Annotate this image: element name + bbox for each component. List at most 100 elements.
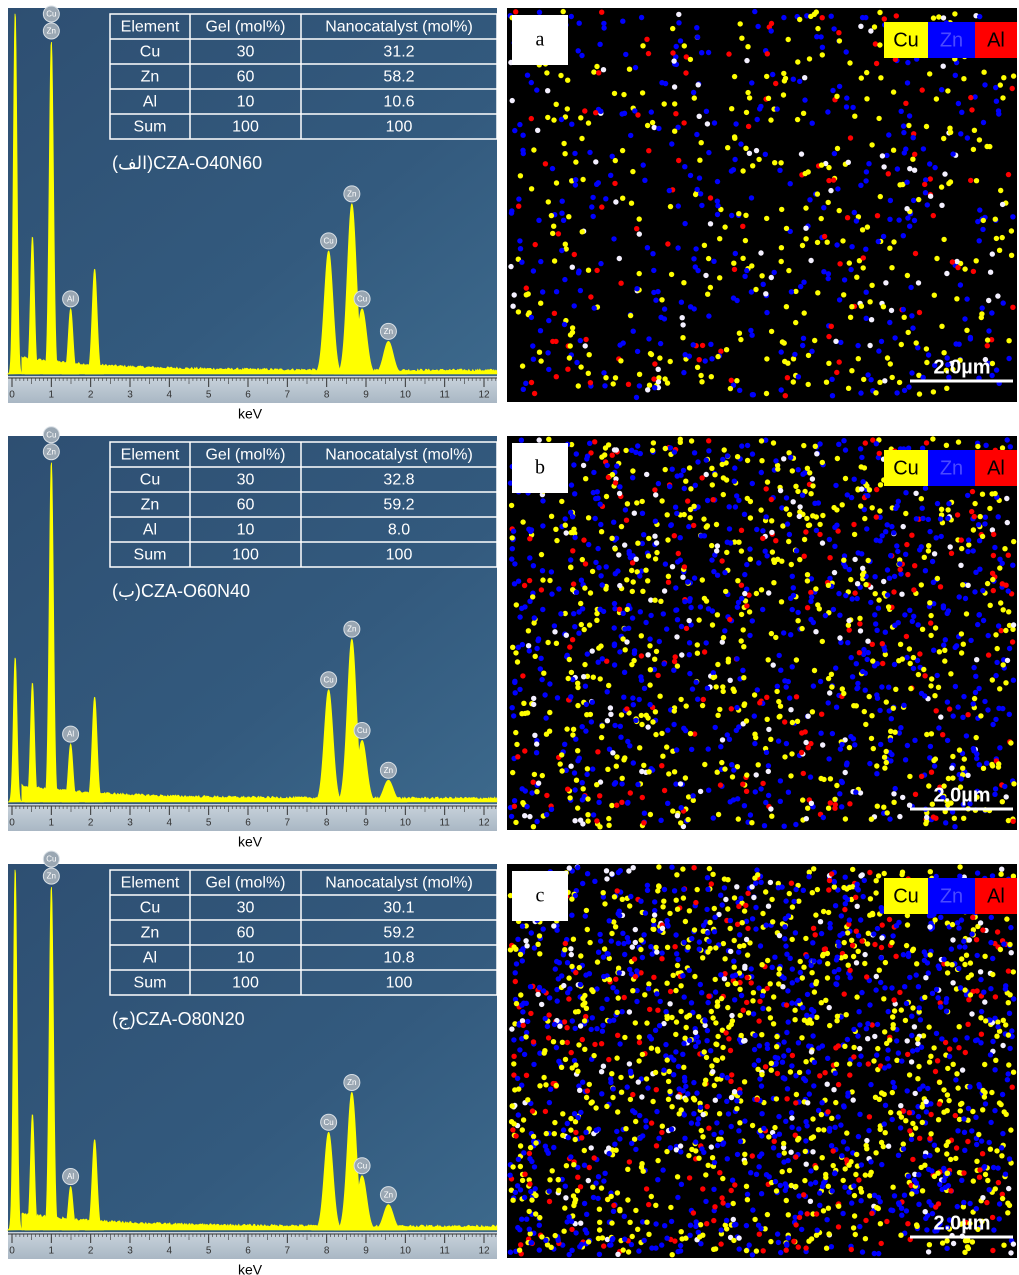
map-dot — [679, 300, 684, 305]
map-dot — [815, 26, 820, 31]
map-dot — [903, 511, 908, 516]
map-dot — [680, 335, 685, 340]
map-dot — [599, 1041, 604, 1046]
map-dot — [637, 573, 642, 578]
map-dot — [801, 443, 806, 448]
map-dot — [752, 732, 757, 737]
map-dot — [993, 717, 998, 722]
map-dot — [909, 1137, 914, 1142]
map-dot — [969, 509, 974, 514]
map-dot — [1006, 609, 1011, 614]
map-dot — [887, 217, 892, 222]
map-dot — [737, 331, 742, 336]
map-dot — [867, 1114, 872, 1119]
map-dot — [923, 190, 928, 195]
map-dot — [663, 1042, 668, 1047]
map-dot — [796, 1040, 801, 1045]
map-dot — [841, 558, 846, 563]
map-dot — [882, 1029, 887, 1034]
map-dot — [772, 955, 777, 960]
map-dot — [639, 1094, 644, 1099]
peak-label: Zn — [384, 1190, 393, 1199]
map-dot — [543, 1144, 548, 1149]
map-dot — [579, 622, 584, 627]
map-dot — [772, 270, 777, 275]
map-dot — [510, 546, 515, 551]
map-dot — [575, 681, 580, 686]
map-dot — [733, 1222, 738, 1227]
table-cell: 32.8 — [383, 472, 414, 489]
map-dot — [828, 188, 833, 193]
map-dot — [847, 260, 852, 265]
map-dot — [602, 1171, 607, 1176]
map-dot — [514, 1001, 519, 1006]
map-dot — [517, 238, 522, 243]
map-dot — [738, 141, 743, 146]
map-dot — [674, 872, 679, 877]
map-dot — [591, 214, 596, 219]
map-dot — [664, 981, 669, 986]
map-dot — [563, 1195, 568, 1200]
map-dot — [690, 686, 695, 691]
map-dot — [656, 367, 661, 372]
map-dot — [832, 1170, 837, 1175]
map-dot — [989, 491, 994, 496]
map-dot — [721, 492, 726, 497]
map-dot — [723, 897, 728, 902]
map-dot — [654, 649, 659, 654]
map-dot — [825, 961, 830, 966]
map-dot — [770, 72, 775, 77]
map-dot — [689, 1147, 694, 1152]
map-dot — [829, 672, 834, 677]
map-dot — [759, 962, 764, 967]
map-dot — [955, 1204, 960, 1209]
map-dot — [592, 879, 597, 884]
map-dot — [568, 946, 573, 951]
map-dot — [881, 1144, 886, 1149]
map-dot — [512, 581, 517, 586]
map-dot — [788, 181, 793, 186]
map-dot — [610, 750, 615, 755]
map-dot — [832, 1125, 837, 1130]
map-dot — [907, 113, 912, 118]
map-dot — [880, 533, 885, 538]
map-dot — [941, 1087, 946, 1092]
map-dot — [907, 608, 912, 613]
map-dot — [874, 61, 879, 66]
map-dot — [987, 1187, 992, 1192]
map-dot — [760, 1006, 765, 1011]
map-dot — [632, 511, 637, 516]
map-dot — [796, 899, 801, 904]
map-dot — [520, 363, 525, 368]
map-dot — [912, 1024, 917, 1029]
map-dot — [957, 944, 962, 949]
map-dot — [715, 573, 720, 578]
map-dot — [1004, 916, 1009, 921]
map-dot — [944, 386, 949, 391]
x-axis-label: keV — [238, 1262, 263, 1275]
map-dot — [777, 933, 782, 938]
map-dot — [882, 648, 887, 653]
map-dot — [1001, 1243, 1006, 1248]
table-cell: 10.8 — [383, 950, 414, 967]
map-dot — [586, 268, 591, 273]
map-dot — [865, 372, 870, 377]
map-dot — [800, 1005, 805, 1010]
map-dot — [722, 447, 727, 452]
map-dot — [975, 219, 980, 224]
map-dot — [862, 952, 867, 957]
map-dot — [928, 744, 933, 749]
map-dot — [990, 1248, 995, 1253]
map-dot — [971, 748, 976, 753]
x-tick-label: 6 — [245, 1246, 251, 1257]
map-dot — [826, 756, 831, 761]
map-dot — [911, 666, 916, 671]
map-dot — [700, 343, 705, 348]
map-dot — [1007, 992, 1012, 997]
x-tick-label: 10 — [400, 390, 412, 401]
map-dot — [643, 620, 648, 625]
map-dot — [887, 246, 892, 251]
map-dot — [872, 1034, 877, 1039]
map-dot — [778, 704, 783, 709]
map-dot — [768, 737, 773, 742]
